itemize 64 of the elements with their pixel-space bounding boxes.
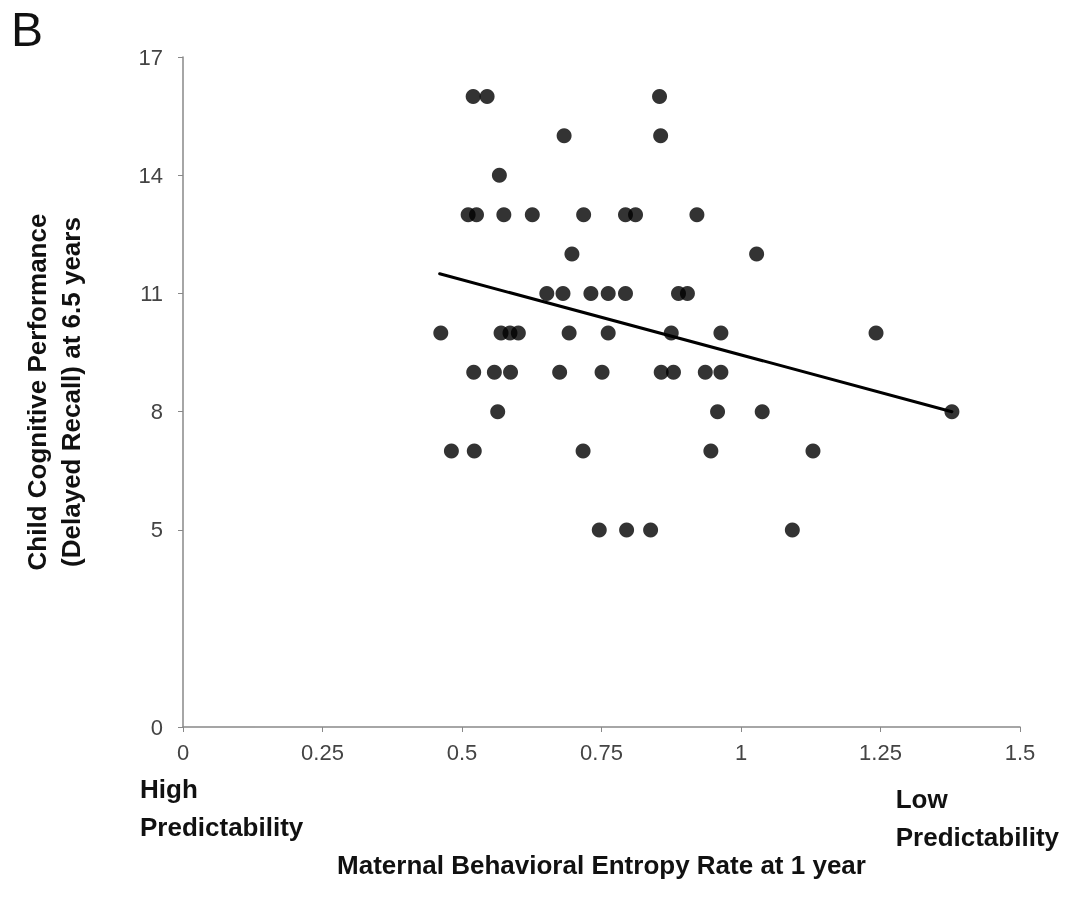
point [713,364,729,380]
point [600,325,616,341]
point [749,246,765,262]
point [784,522,800,538]
chart-title: B [11,2,44,56]
point [556,128,572,144]
point [503,364,519,380]
point [643,522,659,538]
point [583,285,599,301]
y-tick-label: 5 [150,517,163,543]
x-tick-label: 0.75 [580,739,623,765]
point [490,404,506,420]
point [628,207,644,223]
point [486,364,502,380]
point [466,364,482,380]
point [466,443,482,459]
x-axis-title: Maternal Behavioral Entropy Rate at 1 year [337,850,866,880]
point [576,207,592,223]
point [575,443,591,459]
point [552,364,568,380]
y-tick-label: 8 [150,399,163,425]
point [465,88,481,104]
y-axis-title: Child Cognitive Performance (Delayed Recall) at 6.5 years [22,213,86,571]
point [510,325,526,341]
point [710,404,726,420]
point [689,207,705,223]
point [564,246,580,262]
point [754,404,770,420]
point [653,128,669,144]
x-tick-label: 0.25 [301,739,344,765]
point [868,325,884,341]
y-tick-label: 17 [138,44,163,70]
point [469,207,485,223]
text: High Predictability [140,774,304,842]
x-tick-label: 0 [176,739,190,765]
y-tick-label: 14 [138,162,163,188]
point [652,88,668,104]
point [666,364,681,380]
point [703,443,719,459]
point [479,88,495,104]
point [491,167,507,183]
y-tick-label: 0 [150,714,163,740]
point [443,443,459,459]
point [591,522,607,538]
point [713,325,729,341]
point [496,207,512,223]
point [619,522,635,538]
x-tick-label: 1.5 [1004,739,1036,765]
point [679,285,695,301]
point [524,207,540,223]
point [618,285,633,301]
point [805,443,821,459]
point [594,364,610,380]
x-tick-label: 1 [734,739,748,765]
point [433,325,449,341]
point [600,285,616,301]
x-tick-label: 1.25 [859,739,902,765]
point [697,364,713,380]
point [539,285,555,301]
y-tick-label: 11 [140,280,163,306]
text: Low Predictability [895,784,1060,852]
x-tick-label: 0.5 [446,739,478,765]
point [555,285,571,301]
point [561,325,577,341]
